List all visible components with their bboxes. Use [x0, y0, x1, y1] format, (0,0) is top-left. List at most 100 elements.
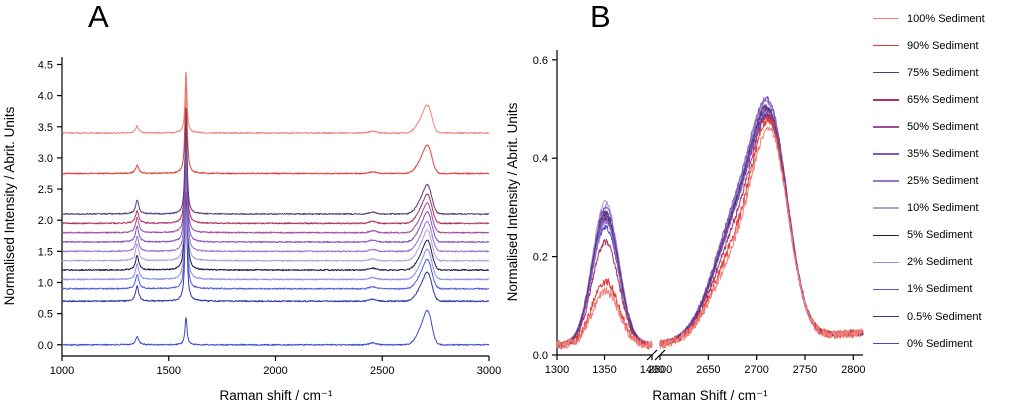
legend-label: 50% Sediment — [907, 120, 979, 133]
panel-a-y-tick-label: 0.5 — [38, 309, 53, 321]
legend-label: 65% Sediment — [907, 93, 979, 106]
panel-a-y-tick-label: 0.0 — [38, 340, 53, 352]
spectrum-b-dband-100% Sediment — [556, 286, 653, 350]
legend-label: 35% Sediment — [907, 148, 979, 161]
legend-item: 5% Sediment — [873, 222, 1023, 249]
legend-color-line — [873, 71, 899, 74]
spectrum-a-65% Sediment — [61, 111, 490, 225]
panel-b-plot: B Raman Shift / cm⁻¹ Normalised Intensit… — [505, 0, 866, 403]
spectrum-b-2dband-90% Sediment — [659, 116, 864, 349]
spectrum-b-dband-75% Sediment — [556, 210, 653, 348]
panel-b-x-tick-label: 2750 — [793, 364, 817, 376]
legend-item: 2% Sediment — [873, 249, 1023, 276]
panel-b-y-tick-label: 0.6 — [533, 55, 548, 67]
panel-b-x-tick-label: 2800 — [841, 364, 865, 376]
legend-label: 0.5% Sediment — [907, 310, 982, 323]
legend-color-line — [873, 126, 899, 128]
legend-item: 65% Sediment — [873, 86, 1023, 113]
panel-a-x-tick-label: 2500 — [370, 365, 394, 377]
spectrum-b-2dband-0% Sediment — [659, 113, 864, 347]
legend-label: 1% Sediment — [907, 283, 973, 296]
legend-label: 75% Sediment — [907, 66, 979, 79]
panel-a-y-tick-label: 4.5 — [38, 59, 53, 71]
spectrum-a-0% Sediment — [61, 309, 490, 346]
spectrum-a-5% Sediment — [61, 127, 490, 272]
legend-item: 75% Sediment — [873, 59, 1023, 86]
legend-color-line — [873, 99, 899, 101]
spectrum-b-dband-1% Sediment — [556, 224, 653, 348]
panel-a-letter: A — [88, 0, 109, 34]
legend-item: 25% Sediment — [873, 168, 1023, 195]
panel-a-y-tick-label: 3.5 — [38, 122, 53, 134]
panel-a-x-tick-label: 1500 — [157, 365, 181, 377]
spectrum-b-2dband-5% Sediment — [659, 106, 864, 346]
panel-a-x-tick-label: 3000 — [477, 365, 501, 377]
legend-item: 35% Sediment — [873, 140, 1023, 167]
spectrum-a-25% Sediment — [61, 121, 490, 253]
legend-label: 25% Sediment — [907, 175, 979, 188]
panel-a-x-tick-label: 2000 — [263, 365, 287, 377]
legend: 100% Sediment 90% Sediment 75% Sediment 65%… — [873, 5, 1023, 357]
spectrum-b-2dband-65% Sediment — [659, 112, 864, 347]
panel-a-x-tick-label: 1000 — [50, 365, 74, 377]
spectrum-a-90% Sediment — [61, 75, 490, 175]
legend-color-line — [873, 17, 899, 20]
panel-b-axes — [552, 50, 863, 361]
spectrum-a-1% Sediment — [61, 167, 490, 290]
spectrum-b-dband-0.5% Sediment — [556, 212, 653, 348]
legend-color-line — [873, 207, 899, 209]
spectrum-a-50% Sediment — [61, 114, 490, 234]
panel-b-y-tick-label: 0.0 — [533, 350, 548, 362]
legend-color-line — [873, 288, 899, 291]
panel-a-y-tick-label: 4.0 — [38, 91, 53, 103]
legend-item: 10% Sediment — [873, 195, 1023, 222]
panel-b-x-tick-label: 1350 — [592, 364, 616, 376]
legend-color-line — [873, 153, 899, 155]
legend-color-line — [873, 180, 899, 182]
legend-label: 5% Sediment — [907, 229, 973, 242]
panel-b-x-tick-label: 1300 — [545, 364, 569, 376]
spectrum-b-2dband-2% Sediment — [659, 108, 864, 346]
panel-a-y-axis-label: Normalised Intensity / Abrit. Units — [2, 106, 17, 305]
spectrum-b-2dband-75% Sediment — [659, 104, 864, 347]
spectrum-b-2dband-1% Sediment — [659, 114, 864, 347]
legend-item: 1% Sediment — [873, 276, 1023, 303]
spectrum-b-2dband-10% Sediment — [659, 103, 864, 347]
panel-b-y-tick-label: 0.2 — [533, 252, 548, 264]
spectrum-a-10% Sediment — [61, 124, 490, 262]
panel-a-plot: A Raman shift / cm⁻¹ Normalised Intensit… — [2, 0, 501, 403]
spectrum-b-2dband-100% Sediment — [659, 126, 864, 350]
spectrum-a-75% Sediment — [61, 108, 490, 216]
legend-color-line — [873, 315, 899, 318]
panel-b-x-axis-label: Raman Shift / cm⁻¹ — [652, 388, 768, 403]
panel-b-y-axis-label: Normalised Intensity / Abrit. Units — [505, 102, 520, 301]
legend-color-line — [873, 261, 899, 264]
spectrum-b-2dband-35% Sediment — [659, 95, 864, 347]
panel-b-x-tick-label: 2600 — [648, 364, 672, 376]
legend-item: 100% Sediment — [873, 5, 1023, 32]
panel-a-y-tick-label: 2.0 — [38, 215, 53, 227]
panel-b-x-tick-label: 2700 — [744, 364, 768, 376]
spectrum-a-0.5% Sediment — [61, 191, 490, 303]
panel-b-x-tick-label: 1400 — [640, 364, 664, 376]
panel-b-x-tick-label: 2650 — [696, 364, 720, 376]
legend-color-line — [873, 44, 899, 47]
panel-a-axes — [57, 57, 490, 361]
legend-label: 2% Sediment — [907, 256, 973, 269]
spectrum-a-2% Sediment — [61, 145, 490, 281]
panel-a-y-tick-label: 1.5 — [38, 246, 53, 258]
panel-a-y-tick-label: 3.0 — [38, 153, 53, 165]
spectrum-a-35% Sediment — [61, 117, 490, 244]
legend-item: 0% Sediment — [873, 330, 1023, 357]
spectrum-a-100% Sediment — [61, 71, 490, 135]
legend-color-line — [873, 234, 899, 237]
legend-label: 0% Sediment — [907, 337, 973, 350]
panel-b-letter: B — [590, 0, 611, 34]
legend-label: 10% Sediment — [907, 202, 979, 215]
legend-color-line — [873, 342, 899, 345]
legend-item: 50% Sediment — [873, 113, 1023, 140]
legend-label: 90% Sediment — [907, 39, 979, 52]
panel-a-x-axis-label: Raman shift / cm⁻¹ — [220, 388, 333, 403]
panel-a-y-tick-label: 2.5 — [38, 184, 53, 196]
